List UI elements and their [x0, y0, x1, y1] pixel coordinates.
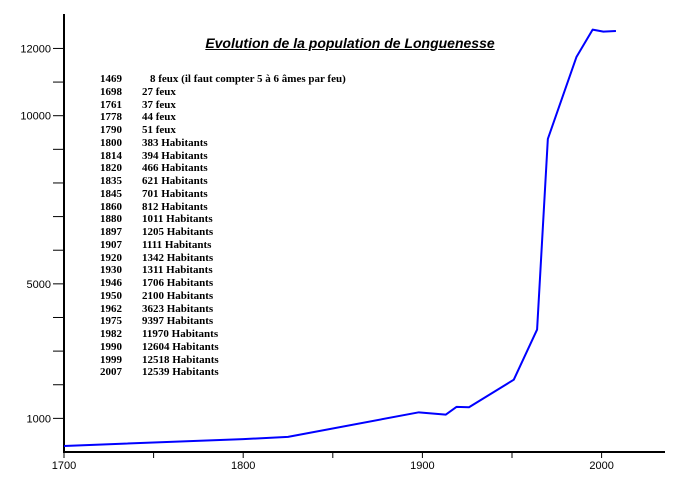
population-line	[63, 28, 616, 447]
table-row: 1778 44 feux	[100, 111, 346, 124]
y-tick-label: 1000	[27, 413, 51, 425]
table-year: 1845	[100, 187, 122, 200]
table-year: 2007	[100, 366, 122, 379]
table-year: 1698	[100, 85, 122, 98]
table-year: 1778	[100, 111, 122, 124]
y-tick-label: 5000	[27, 279, 51, 291]
x-tick-label: 2000	[589, 460, 613, 472]
table-row: 1860 812 Habitants	[100, 201, 346, 214]
table-value: 12604 Habitants	[142, 340, 219, 353]
table-row: 1698 27 feux	[100, 86, 346, 99]
table-value: 621 Habitants	[142, 175, 208, 187]
table-value: 8 feux (il faut compter 5 à 6 âmes par f…	[150, 73, 346, 85]
table-value: 1011 Habitants	[142, 213, 213, 226]
table-row: 1962 3623 Habitants	[100, 303, 346, 316]
table-year: 1814	[100, 149, 122, 162]
table-row: 1469 8 feux (il faut compter 5 à 6 âmes p…	[100, 73, 346, 86]
table-year: 1897	[100, 226, 122, 238]
x-tick-label: 1700	[52, 460, 76, 472]
table-row: 1920 1342 Habitants	[100, 252, 346, 265]
table-row: 1990 12604 Habitants	[100, 341, 346, 354]
table-value: 1706 Habitants	[142, 277, 214, 289]
table-value: 812 Habitants	[142, 200, 208, 213]
table-year: 1860	[100, 200, 122, 213]
table-value: 2100 Habitants	[142, 289, 214, 302]
table-row: 1800 383 Habitants	[100, 137, 346, 150]
table-row: 1761 37 feux	[100, 99, 346, 112]
table-year: 1930	[100, 264, 122, 277]
table-row: 1982 11970 Habitants	[100, 328, 346, 341]
table-value: 3623 Habitants	[142, 302, 214, 315]
table-value: 701 Habitants	[142, 187, 208, 200]
table-row: 1814 394 Habitants	[100, 150, 346, 163]
table-row: 1907 1111 Habitants	[100, 239, 346, 252]
table-value: 466 Habitants	[142, 162, 208, 175]
table-row: 1930 1311 Habitants	[100, 264, 346, 277]
table-year: 1800	[100, 136, 122, 149]
table-row: 1999 12518 Habitants	[100, 354, 346, 367]
table-year: 1820	[100, 162, 122, 175]
table-year: 1946	[100, 277, 122, 289]
table-value: 37 feux	[142, 98, 176, 111]
table-year: 1907	[100, 238, 122, 251]
table-year: 1880	[100, 213, 122, 226]
table-row: 1880 1011 Habitants	[100, 213, 346, 226]
table-row: 1835 621 Habitants	[100, 175, 346, 188]
table-value: 44 feux	[142, 111, 176, 124]
table-year: 1790	[100, 124, 122, 136]
table-year: 1975	[100, 315, 122, 328]
table-value: 1205 Habitants	[142, 226, 214, 238]
table-year: 1950	[100, 289, 122, 302]
table-row: 1897 1205 Habitants	[100, 226, 346, 239]
y-tick-label: 12000	[20, 43, 51, 55]
y-tick-label: 10000	[20, 111, 51, 123]
table-row: 1950 2100 Habitants	[100, 290, 346, 303]
table-year: 1999	[100, 353, 122, 366]
table-year: 1469	[100, 73, 122, 85]
table-value: 12539 Habitants	[142, 366, 219, 379]
table-value: 383 Habitants	[142, 136, 208, 149]
table-year: 1920	[100, 251, 122, 264]
table-row: 1845 701 Habitants	[100, 188, 346, 201]
table-value: 12518 Habitants	[142, 353, 219, 366]
table-year: 1761	[100, 98, 122, 111]
table-row: 1946 1706 Habitants	[100, 277, 346, 290]
population-table: 1469 8 feux (il faut compter 5 à 6 âmes p…	[100, 73, 346, 379]
table-row: 1820 466 Habitants	[100, 162, 346, 175]
table-row: 1790 51 feux	[100, 124, 346, 137]
table-year: 1835	[100, 175, 122, 187]
table-value: 1342 Habitants	[142, 251, 214, 264]
x-tick-label: 1800	[231, 460, 255, 472]
table-value: 394 Habitants	[142, 149, 208, 162]
table-year: 1962	[100, 302, 122, 315]
table-value: 27 feux	[142, 85, 176, 98]
table-row: 1975 9397 Habitants	[100, 315, 346, 328]
table-value: 51 feux	[142, 124, 176, 136]
table-value: 9397 Habitants	[142, 315, 214, 328]
table-row: 2007 12539 Habitants	[100, 366, 346, 379]
x-tick-label: 1900	[410, 460, 434, 472]
table-value: 11970 Habitants	[142, 328, 219, 340]
table-value: 1311 Habitants	[142, 264, 213, 277]
table-value: 1111 Habitants	[142, 238, 212, 251]
table-year: 1990	[100, 340, 122, 353]
table-year: 1982	[100, 328, 122, 340]
chart-title: Evolution de la population de Longueness…	[205, 35, 495, 51]
